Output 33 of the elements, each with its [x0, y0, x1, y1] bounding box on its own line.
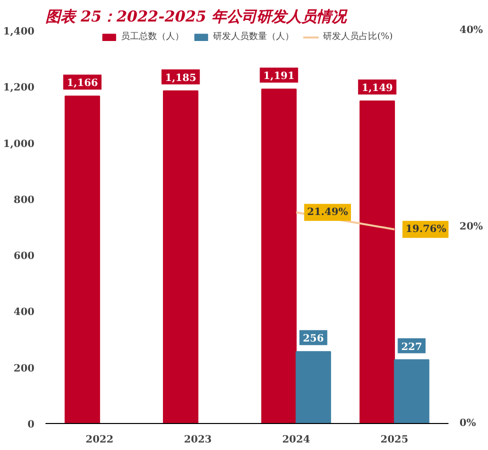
bar: [394, 359, 430, 424]
y-tick-label: 1,200: [3, 82, 35, 94]
bar: [296, 351, 332, 424]
y-tick-label: 1,000: [3, 138, 35, 150]
bar: [261, 88, 297, 424]
y-tick-label: 600: [14, 251, 35, 262]
y-tick-label: 0: [28, 420, 35, 430]
data-label: 227: [401, 342, 422, 353]
legend-label: 研发人员数量（人）: [213, 30, 294, 43]
data-label: 19.76%: [405, 224, 447, 235]
data-label: 1,149: [362, 82, 393, 94]
y2-tick-label: 0%: [460, 418, 476, 429]
y2-tick-label: 40%: [460, 25, 484, 36]
y-tick-label: 1,400: [3, 26, 35, 38]
x-tick-label: 2022: [86, 434, 114, 446]
x-tick-label: 2024: [282, 434, 310, 446]
y2-tick-label: 20%: [460, 222, 484, 232]
chart-title: 图表 25：2022-2025 年公司研发人员情况: [46, 8, 349, 26]
legend-label: 员工总数（人）: [121, 30, 184, 43]
data-label: 21.49%: [307, 206, 348, 218]
data-label: 256: [302, 334, 324, 345]
data-label: 1,191: [263, 71, 295, 82]
bar: [162, 90, 198, 424]
x-tick-label: 2025: [380, 434, 408, 446]
y-tick-label: 800: [14, 194, 35, 206]
legend-label: 研发人员占比(%): [323, 30, 393, 43]
y-tick-label: 400: [14, 307, 35, 318]
bar: [360, 100, 395, 424]
y-tick-label: 200: [14, 363, 35, 374]
x-tick-label: 2023: [184, 434, 212, 446]
data-label: 1,166: [66, 78, 98, 90]
bar: [64, 96, 100, 424]
data-label: 1,185: [164, 72, 196, 84]
